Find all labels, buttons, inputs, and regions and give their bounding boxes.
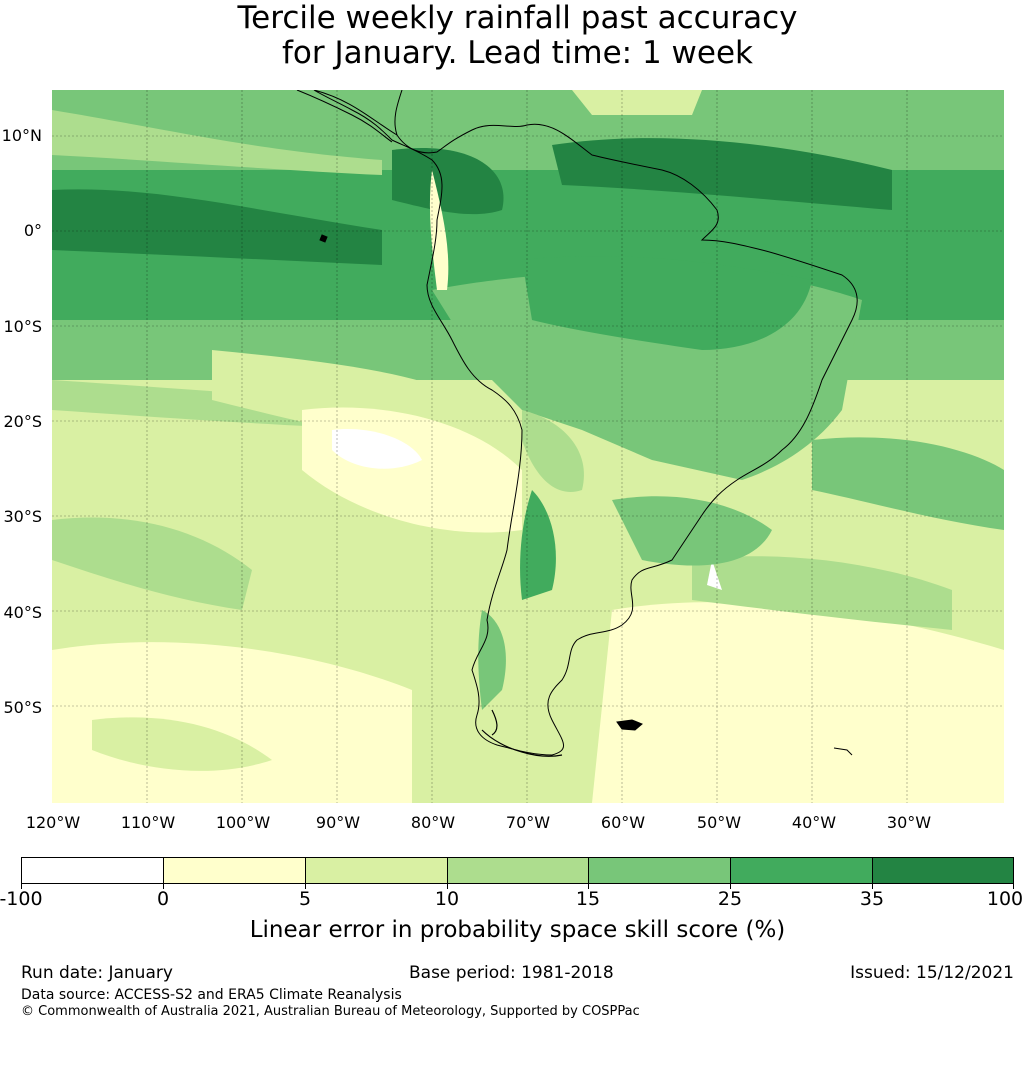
colorbar-segment: [164, 858, 306, 883]
colorbar-tick: [21, 884, 22, 889]
chart-title-line-1: Tercile weekly rainfall past accuracy: [237, 0, 798, 36]
colorbar-segment: [448, 858, 589, 883]
lon-label-60w: 60°W: [600, 813, 646, 832]
skill-patch: [592, 602, 1004, 803]
colorbar-segment: [589, 858, 731, 883]
lon-label-80w: 80°W: [410, 813, 456, 832]
data-source: Data source: ACCESS-S2 and ERA5 Climate …: [21, 987, 402, 1003]
colorbar-label: 10: [434, 888, 460, 910]
lon-label-90w: 90°W: [315, 813, 361, 832]
coastline-galapagos: [319, 234, 328, 243]
colorbar-tick: [588, 884, 589, 889]
lat-label-30s: 30°S: [3, 507, 42, 526]
colorbar-label: 15: [575, 888, 601, 910]
skill-patch: [812, 437, 1004, 530]
colorbar-tick: [872, 884, 873, 889]
coastline-falklands: [616, 719, 643, 731]
skill-patch: [332, 429, 422, 469]
colorbar-label: 0: [156, 888, 170, 910]
skill-patch: [552, 138, 892, 210]
lon-label-100w: 100°W: [215, 813, 271, 832]
skill-patch: [522, 410, 584, 492]
colorbar-label: 5: [298, 888, 312, 910]
lat-label-20s: 20°S: [3, 412, 42, 431]
lat-label-50s: 50°S: [3, 698, 42, 717]
colorbar-tick: [1013, 884, 1014, 889]
lon-label-40w: 40°W: [791, 813, 837, 832]
colorbar-title: Linear error in probability space skill …: [249, 917, 786, 943]
chart-title-line-2: for January. Lead time: 1 week: [282, 35, 753, 71]
lon-label-70w: 70°W: [505, 813, 551, 832]
coastline-central-america: [296, 90, 403, 143]
lon-label-50w: 50°W: [696, 813, 742, 832]
colorbar-segment: [873, 858, 1013, 883]
skill-patch: [520, 490, 556, 600]
colorbar-segment: [22, 858, 164, 883]
colorbar-tick: [447, 884, 448, 889]
colorbar-label: 100: [986, 888, 1024, 910]
skill-patch: [612, 496, 772, 566]
skill-patch: [52, 517, 252, 610]
coastline-tierra-del-fuego: [481, 709, 563, 757]
base-period: Base period: 1981-2018: [409, 963, 614, 983]
colorbar-label: 25: [717, 888, 743, 910]
colorbar-tick: [305, 884, 306, 889]
lon-label-30w: 30°W: [886, 813, 932, 832]
skill-patch: [92, 717, 272, 771]
skill-patch: [692, 556, 952, 630]
colorbar-label: -100: [0, 888, 43, 910]
issued-date: Issued: 15/12/2021: [850, 963, 1014, 983]
skill-patch: [522, 256, 812, 350]
run-date: Run date: January: [21, 963, 173, 983]
lat-label-40s: 40°S: [3, 603, 42, 622]
lon-label-120w: 120°W: [25, 813, 81, 832]
coastline-south-america: [313, 90, 858, 756]
colorbar: [21, 857, 1014, 884]
skill-patch: [52, 189, 382, 265]
skill-patch: [572, 90, 702, 115]
skill-patch: [707, 560, 722, 590]
colorbar-tick: [163, 884, 164, 889]
skill-score-map: [52, 90, 1004, 803]
copyright: © Commonwealth of Australia 2021, Austra…: [21, 1004, 640, 1019]
lon-label-110w: 110°W: [120, 813, 176, 832]
coastline-south-georgia: [833, 747, 853, 756]
skill-patch: [392, 148, 504, 215]
skill-patch: [52, 110, 382, 175]
skill-patch: [478, 610, 506, 710]
skill-patch: [429, 170, 449, 290]
colorbar-segment: [306, 858, 448, 883]
colorbar-segment: [731, 858, 873, 883]
colorbar-tick: [730, 884, 731, 889]
lat-label-10n: 10°N: [1, 126, 42, 145]
lat-label-0: 0°: [23, 221, 42, 240]
lat-label-10s: 10°S: [3, 317, 42, 336]
colorbar-label: 35: [859, 888, 885, 910]
